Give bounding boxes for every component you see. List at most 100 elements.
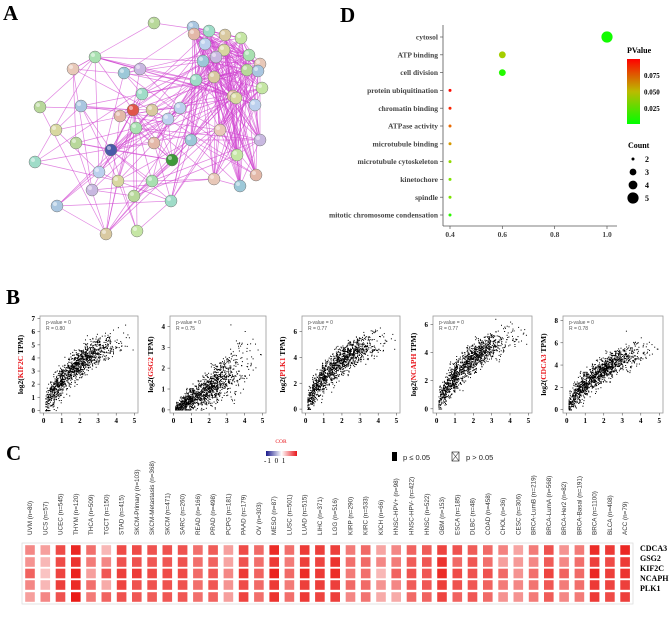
term-dot	[448, 88, 452, 92]
scatter-point	[343, 365, 345, 367]
scatter-point	[224, 371, 226, 373]
scatter-point	[364, 344, 366, 346]
scatter-point	[372, 350, 374, 352]
scatter-point	[333, 372, 335, 374]
protein-node	[249, 168, 263, 182]
scatter-point	[202, 375, 204, 377]
scatter-point	[188, 401, 190, 403]
scatter-point	[84, 359, 86, 361]
scatter-point	[207, 390, 209, 392]
scatter-point	[206, 381, 207, 383]
scatter-point	[220, 366, 221, 368]
scatter-point	[344, 359, 346, 360]
scatter-point	[448, 378, 450, 380]
scatter-point	[114, 340, 116, 342]
x-tick-label: 2	[340, 417, 344, 425]
scatter-point	[193, 397, 195, 399]
scatter-point	[47, 406, 49, 408]
scatter-point	[61, 375, 63, 377]
y-label-prefix: log2(	[146, 376, 155, 392]
scatter-point	[76, 374, 78, 376]
scatter-point	[313, 387, 315, 389]
scatter-point	[58, 382, 60, 384]
scatter-point	[342, 364, 344, 366]
scatter-point	[226, 377, 227, 379]
scatter-point	[208, 388, 210, 390]
scatter-point	[60, 372, 62, 374]
scatter-point	[196, 400, 198, 402]
scatter-point	[318, 380, 320, 382]
scatter-point	[199, 394, 200, 396]
scatter-point	[209, 387, 211, 389]
scatter-point	[212, 387, 213, 389]
scatter-point	[94, 360, 96, 361]
scatter-point	[353, 355, 355, 357]
scatter-point	[222, 361, 223, 363]
scatter-point	[312, 390, 313, 392]
scatter-point	[218, 386, 220, 388]
scatter-point	[83, 365, 84, 367]
scatter-point	[77, 379, 79, 381]
scatter-point	[318, 396, 320, 397]
scatter-point	[492, 335, 494, 337]
scatter-point	[512, 330, 513, 332]
scatter-point	[201, 391, 203, 393]
scatter-point	[330, 379, 332, 381]
scatter-point	[322, 378, 324, 380]
scatter-point	[315, 386, 317, 388]
scatter-point	[126, 345, 128, 347]
scatter-point	[110, 346, 112, 348]
scatter-point	[206, 392, 208, 394]
scatter-point	[317, 383, 319, 385]
scatter-point	[85, 366, 87, 368]
scatter-point	[217, 386, 219, 388]
scatter-point	[181, 409, 183, 411]
scatter-point	[72, 354, 74, 356]
scatter-point	[335, 363, 337, 365]
scatter-point	[80, 367, 82, 369]
scatter-point	[58, 373, 59, 375]
scatter-point	[461, 377, 462, 379]
scatter-point	[340, 358, 342, 360]
scatter-point	[228, 370, 230, 372]
scatter-point	[55, 389, 57, 391]
r-annotation: R = 0.77	[308, 326, 327, 332]
node-highlight	[72, 139, 76, 143]
scatter-point	[228, 362, 230, 364]
scatter-point	[188, 398, 190, 400]
scatter-point	[103, 359, 105, 361]
scatter-point	[69, 369, 71, 371]
scatter-point	[60, 386, 62, 388]
scatter-point	[205, 379, 207, 381]
network-edge	[91, 189, 135, 197]
scatter-point	[95, 336, 97, 338]
scatter-point	[210, 377, 212, 379]
scatter-point	[445, 386, 446, 388]
scatter-point	[371, 349, 373, 351]
node-highlight	[189, 23, 193, 27]
scatter-point	[71, 358, 73, 360]
scatter-point	[220, 379, 221, 381]
scatter-point	[184, 393, 186, 395]
scatter-point	[328, 370, 330, 372]
scatter-point	[79, 360, 81, 362]
scatter-point	[220, 362, 222, 364]
scatter-point	[76, 353, 78, 355]
scatter-point	[336, 378, 338, 380]
protein-node	[255, 81, 269, 95]
scatter-point	[211, 397, 213, 398]
scatter-point	[344, 365, 346, 367]
scatter-point	[184, 405, 186, 407]
network-edge	[153, 107, 181, 144]
scatter-point	[201, 393, 203, 395]
scatter-point	[93, 362, 95, 364]
scatter-point	[67, 364, 69, 366]
scatter-point	[316, 385, 318, 387]
scatter-point	[345, 365, 346, 366]
scatter-point	[370, 347, 372, 349]
scatter-point	[346, 364, 347, 366]
scatter-point	[184, 396, 186, 398]
scatter-point	[319, 388, 321, 390]
scatter-point	[196, 402, 197, 404]
node-highlight	[254, 67, 258, 71]
